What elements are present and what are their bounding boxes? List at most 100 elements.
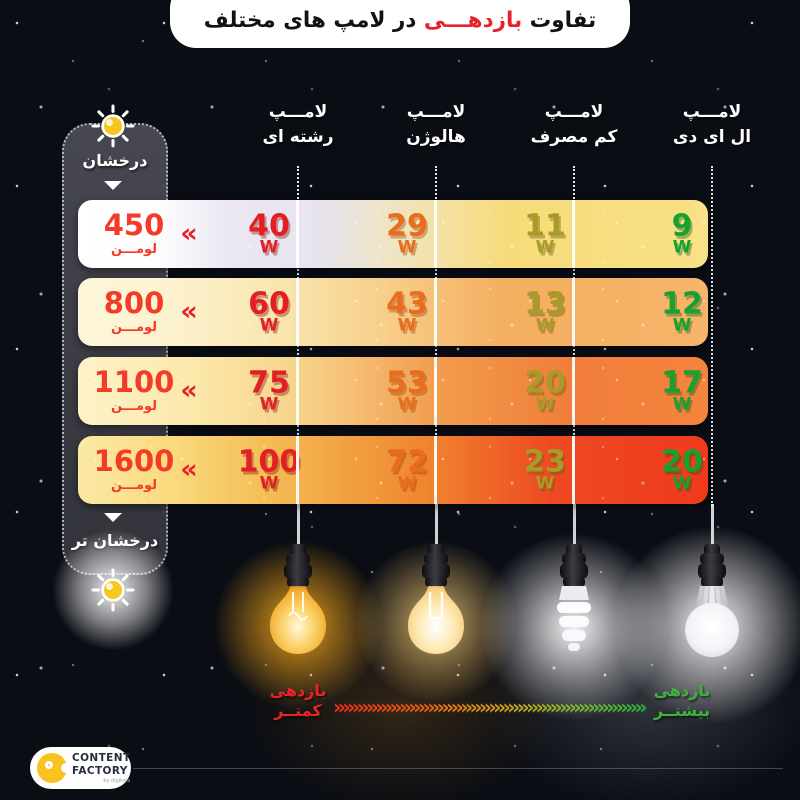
logo-line2: FACTORY	[72, 765, 128, 777]
watt-cell-incandescent: 40 W	[233, 208, 305, 257]
watt-cell-cfl: 13 W	[509, 286, 581, 333]
watt-cell-led: 17 W	[646, 365, 718, 414]
column-separator	[434, 200, 437, 268]
column-separator	[434, 278, 437, 346]
page-title: تفاوت بازدهـــی در لامپ های مختلف	[170, 0, 630, 48]
watt-unit: W	[672, 472, 692, 493]
column-header-cfl: لامـــپ کم مصرف	[509, 100, 639, 149]
footer-divider-line	[133, 768, 783, 769]
watt-cell-cfl: 11 W	[509, 208, 581, 257]
arrow-down-icon	[104, 181, 122, 190]
column-header-incandescent: لامـــپ رشته ای	[233, 100, 363, 149]
bulb-cord	[435, 504, 438, 548]
cfl-bulb-image	[557, 544, 591, 651]
watt-value: 75	[248, 365, 290, 401]
chevron-left-icon: «	[180, 295, 198, 327]
watt-value: 100	[237, 444, 301, 480]
watt-value: 53	[386, 365, 428, 401]
efficiency-more-line1: بازدهی	[653, 681, 711, 700]
watt-value: 72	[386, 444, 428, 480]
column-header-line2: ال ای دی	[672, 126, 752, 147]
content-factory-logo: CONTENT FACTORY by digikala	[30, 747, 131, 789]
column-separator	[572, 200, 575, 268]
watt-unit: W	[259, 236, 279, 257]
lumen-unit: لومـــن	[110, 399, 158, 414]
efficiency-less-line1: بازدهی	[269, 681, 327, 700]
brightness-label-top: درخشان	[82, 151, 148, 170]
column-header-line1: لامـــپ	[268, 102, 328, 122]
lumen-value: 450	[103, 208, 165, 242]
watt-value: 12	[661, 286, 703, 322]
watt-value: 23	[524, 444, 566, 480]
column-separator	[296, 436, 299, 504]
column-header-halogen: لامـــپ هالوژن	[371, 100, 501, 149]
column-separator	[434, 436, 437, 504]
sun-glowing-icon	[91, 568, 135, 612]
watt-unit: W	[672, 393, 692, 414]
column-separator	[572, 357, 575, 425]
logo-text: CONTENT FACTORY by digikala	[72, 752, 131, 783]
chevron-left-icon: «	[180, 374, 198, 406]
content-factory-icon	[37, 753, 71, 783]
watt-unit: W	[397, 393, 417, 414]
watt-value: 13	[524, 286, 566, 322]
watt-value: 29	[386, 208, 428, 244]
column-separator	[572, 278, 575, 346]
watt-value: 20	[661, 444, 703, 480]
column-header-line1: لامـــپ	[406, 102, 466, 122]
watt-cell-halogen: 29 W	[371, 208, 443, 257]
title-part1: تفاوت	[522, 8, 597, 33]
watt-unit: W	[259, 393, 279, 414]
watt-cell-cfl: 20 W	[509, 365, 581, 414]
watt-cell-incandescent: 60 W	[233, 286, 305, 335]
watt-cell-halogen: 43 W	[371, 286, 443, 333]
column-separator	[296, 278, 299, 346]
brightness-scale-panel	[62, 123, 168, 575]
watt-value: 60	[248, 286, 290, 322]
watt-unit: W	[397, 236, 417, 257]
lumen-row-800: 800 لومـــن « 60 W 43 W 13 W 12 W	[78, 278, 708, 346]
watt-unit: W	[259, 314, 279, 335]
watt-cell-incandescent: 75 W	[233, 365, 305, 414]
watt-unit: W	[535, 393, 555, 414]
watt-unit: W	[535, 472, 555, 493]
lumen-value: 1600	[93, 444, 175, 478]
column-header-line2: کم مصرف	[530, 126, 618, 147]
watt-value: 17	[661, 365, 703, 401]
lumen-unit: لومـــن	[110, 242, 158, 257]
column-header-led: لامـــپ ال ای دی	[647, 100, 777, 149]
watt-value: 20	[524, 365, 566, 401]
efficiency-less-line2: کمتــر	[274, 701, 322, 720]
chevron-left-icon: «	[180, 217, 198, 249]
watt-value: 11	[524, 208, 566, 244]
brightness-label-bottom: درخشان تر	[71, 531, 159, 550]
watt-value: 40	[248, 208, 290, 244]
title-part2: در لامپ های مختلف	[203, 8, 424, 33]
lumen-label: 800 لومـــن	[78, 278, 190, 346]
watt-unit: W	[259, 472, 279, 493]
watt-unit: W	[397, 472, 417, 493]
logo-notch	[61, 763, 71, 773]
watt-cell-cfl: 23 W	[509, 444, 581, 493]
efficiency-gradient-arrow: »»»»»»»»»»»»»»»»»»»»»»»»»»»»»»»»»»»»»»»»…	[333, 692, 646, 722]
lumen-unit: لومـــن	[110, 478, 158, 493]
column-guide-line	[711, 166, 713, 506]
lumen-value: 800	[103, 286, 165, 320]
sun-icon	[91, 104, 135, 148]
watt-value: 43	[386, 286, 428, 322]
efficiency-more-label: بازدهی بیشتــر	[640, 681, 724, 721]
lumen-unit: لومـــن	[110, 320, 158, 335]
lumen-value: 1100	[93, 365, 175, 399]
lumen-label: 1100 لومـــن	[78, 357, 190, 425]
lumen-label: 450 لومـــن	[78, 200, 190, 268]
column-header-line2: رشته ای	[262, 126, 334, 147]
watt-unit: W	[535, 236, 555, 257]
watt-cell-led: 20 W	[646, 444, 718, 493]
watt-cell-halogen: 72 W	[371, 444, 443, 493]
watt-cell-incandescent: 100 W	[233, 444, 305, 493]
logo-subtext: by digikala	[103, 777, 131, 784]
camera-lens-icon	[45, 761, 53, 769]
lumen-row-1100: 1100 لومـــن « 75 W 53 W 20 W 17 W	[78, 357, 708, 425]
